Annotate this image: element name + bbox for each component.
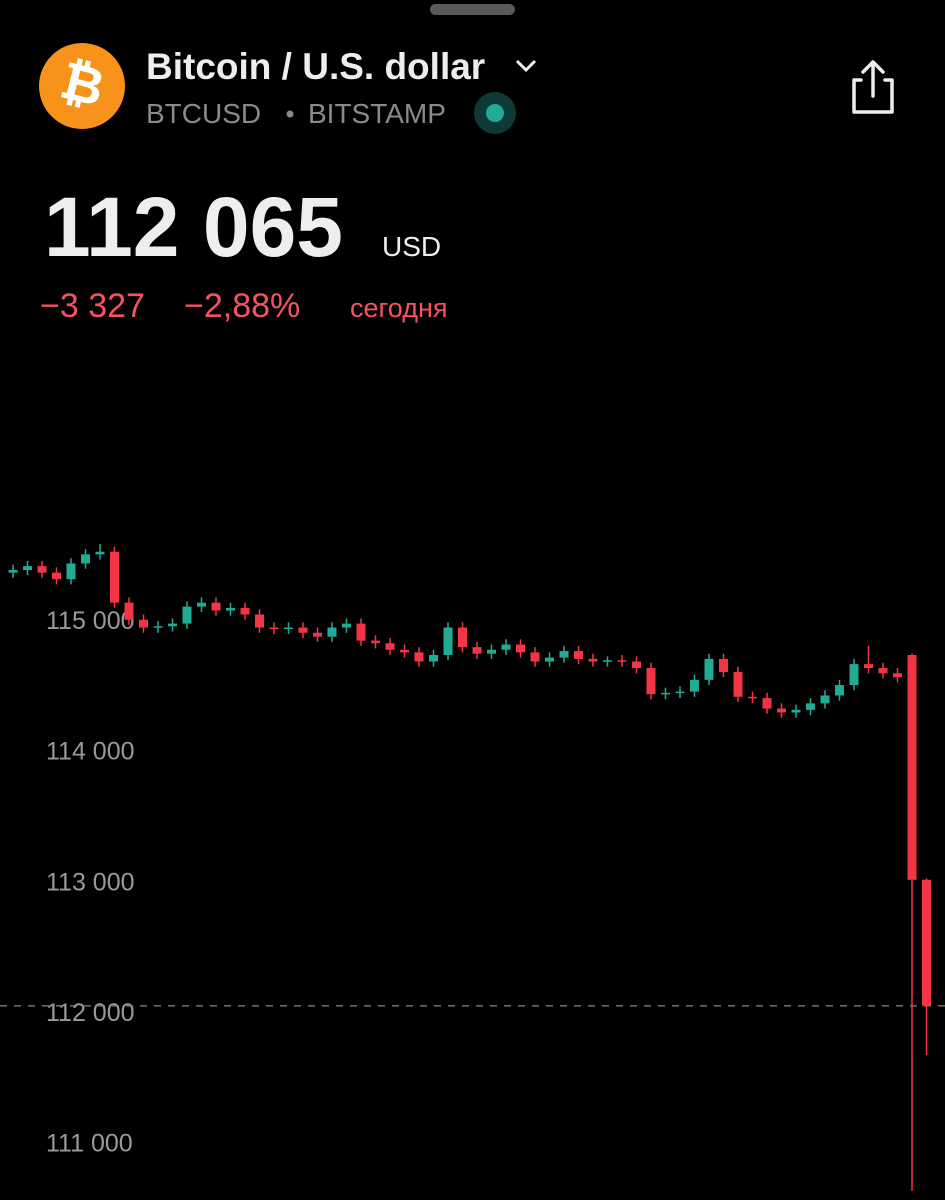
candle-body	[81, 554, 90, 564]
candle-body	[240, 607, 250, 615]
drag-handle[interactable]	[430, 4, 515, 15]
candle-body	[284, 627, 293, 630]
candle-body	[545, 657, 554, 662]
candle-body	[806, 703, 815, 710]
candle-body	[762, 698, 772, 709]
candle-body	[733, 671, 743, 697]
candle-body	[52, 572, 61, 580]
candle-body	[313, 632, 322, 637]
candle-body	[458, 627, 467, 648]
candle-body	[777, 708, 786, 713]
candlestick-chart[interactable]: 111 000 112 000 113 000 114 000 115 000	[0, 543, 945, 1191]
candle-body	[37, 566, 47, 573]
candle-body	[400, 649, 409, 653]
candle-body	[371, 640, 380, 644]
candle-body	[23, 566, 32, 571]
candle-body	[501, 644, 511, 650]
candle-body	[66, 563, 76, 580]
candle-body	[704, 658, 714, 680]
candle-body	[168, 623, 177, 627]
exchange: BITSTAMP	[308, 98, 446, 129]
ticker: BTCUSD	[146, 98, 261, 129]
candle-body	[907, 654, 917, 880]
candle-body	[226, 607, 235, 611]
y-tick-label: 113 000	[46, 868, 135, 896]
candle-body	[530, 652, 540, 662]
candle-body	[878, 668, 888, 674]
symbol-title[interactable]: Bitcoin / U.S. dollar	[146, 46, 485, 87]
candle-body	[124, 602, 134, 620]
candle-body	[661, 692, 670, 695]
candle-body	[429, 654, 438, 662]
y-tick-label: 112 000	[46, 999, 135, 1027]
y-tick-label: 115 000	[46, 607, 135, 635]
candle-body	[835, 685, 844, 696]
candle-body	[95, 551, 105, 555]
candle-body	[574, 651, 583, 659]
last-price: 112 065	[44, 180, 343, 274]
candle-body	[269, 627, 279, 630]
change-period: сегодня	[350, 293, 447, 323]
candle-body	[487, 649, 496, 654]
candle-body	[748, 696, 757, 699]
candle-body	[298, 627, 308, 633]
candle-body	[110, 551, 119, 603]
candle-body	[559, 651, 569, 658]
candle-body	[588, 658, 598, 662]
candle-body	[211, 602, 221, 611]
y-tick-label: 111 000	[46, 1130, 133, 1158]
candle-body	[255, 614, 264, 628]
y-tick-label: 114 000	[46, 738, 135, 766]
candle-body	[327, 627, 337, 637]
candle-body	[153, 626, 163, 628]
candle-body	[342, 623, 351, 628]
candle-body	[922, 879, 931, 1006]
candle-body	[791, 709, 801, 713]
candle-body	[603, 660, 612, 662]
candle-body	[893, 673, 902, 678]
market-status-dot	[486, 104, 504, 122]
candle-body	[719, 658, 728, 672]
candle-body	[8, 570, 18, 573]
candle-body	[864, 664, 873, 669]
candle-body	[632, 661, 641, 669]
candle-body	[516, 644, 525, 653]
candle-body	[675, 691, 685, 694]
candle-body	[646, 668, 656, 695]
candle-body	[414, 652, 424, 662]
share-button[interactable]	[852, 60, 894, 114]
price-change: −3 327	[40, 287, 145, 325]
dropdown-chevron[interactable]	[515, 59, 537, 73]
price-change-percent: −2,88%	[184, 287, 300, 325]
candle-body	[820, 695, 830, 704]
currency: USD	[382, 231, 441, 262]
candle-body	[690, 679, 699, 692]
candle-body	[443, 627, 453, 655]
candle-body	[849, 664, 859, 686]
candle-body	[356, 623, 366, 641]
candle-body	[385, 643, 395, 650]
candle-body	[182, 606, 192, 624]
bitcoin-logo	[39, 43, 125, 129]
candle-body	[617, 660, 627, 662]
candle-body	[139, 619, 148, 628]
candle-body	[472, 647, 482, 654]
separator-dot	[286, 110, 294, 118]
candle-body	[197, 602, 206, 607]
